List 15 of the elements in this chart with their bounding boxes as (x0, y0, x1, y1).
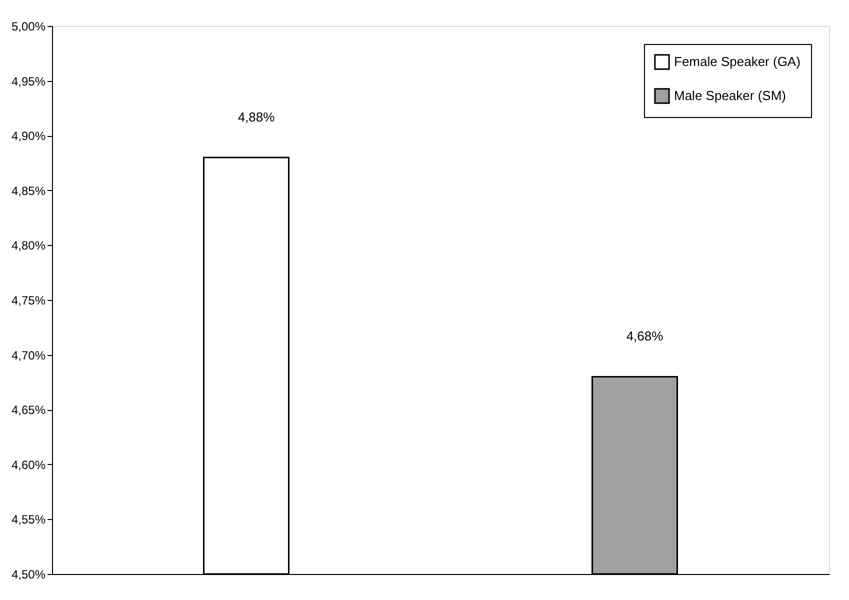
y-tick-label: 4,95% (11, 74, 46, 88)
y-tick-label: 4,80% (11, 238, 46, 253)
y-tick-label: 4,50% (11, 568, 46, 582)
data-label: 4,68% (626, 328, 664, 344)
legend-label: Male Speaker (SM) (674, 88, 786, 103)
y-tick-label: 4,90% (11, 129, 46, 144)
y-tick-label: 4,70% (11, 348, 46, 362)
y-tick-label: 4,65% (11, 403, 46, 418)
y-tick-label: 5,00% (11, 20, 46, 34)
y-tick-label: 4,55% (11, 512, 46, 527)
data-label: 4,88% (238, 110, 276, 125)
y-tick-label: 4,60% (11, 458, 46, 472)
y-tick-label: 4,75% (11, 294, 46, 308)
legend-label: Female Speaker (GA) (674, 54, 800, 69)
y-tick-label: 4,85% (11, 184, 46, 198)
